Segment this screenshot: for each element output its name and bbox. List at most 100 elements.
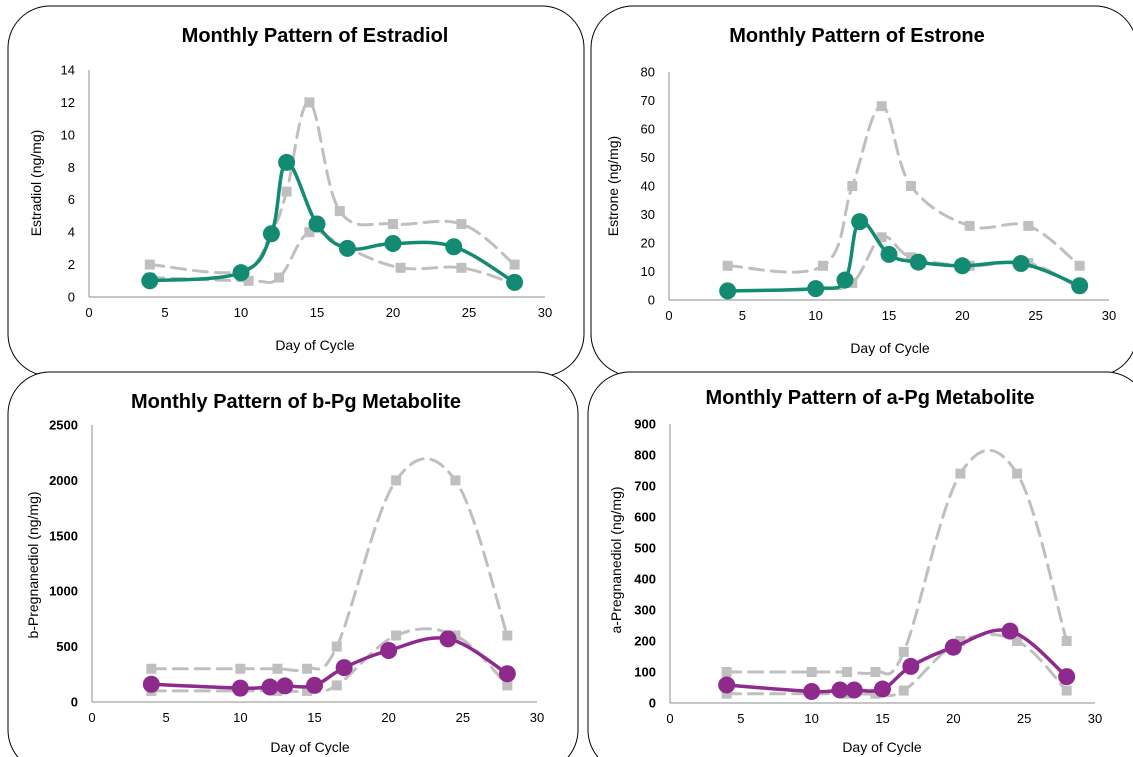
main-series-point xyxy=(445,238,463,256)
y-tick-label: 800 xyxy=(634,448,656,463)
y-tick-label: 0 xyxy=(68,290,75,305)
x-tick-label: 5 xyxy=(163,710,170,725)
main-series-point xyxy=(308,215,326,233)
range-low-series-marker xyxy=(274,272,284,283)
y-tick-label: 200 xyxy=(634,634,656,649)
y-tick-label: 2000 xyxy=(49,473,78,488)
y-tick-label: 100 xyxy=(634,665,656,680)
y-tick-label: 60 xyxy=(641,122,655,137)
range-low-series-marker xyxy=(1061,685,1072,696)
y-tick-label: 4 xyxy=(68,225,75,240)
chart-title: Monthly Pattern of b-Pg Metabolite xyxy=(131,391,461,413)
range-low-series-marker xyxy=(331,680,342,691)
x-tick-label: 0 xyxy=(88,710,95,725)
main-series-point xyxy=(909,253,927,271)
range-low-series-marker xyxy=(955,636,966,646)
tick-labels: 0 500 1000 1500 2000 2500 0 5 10 15 20 25 30 xyxy=(49,418,544,726)
main-series-point xyxy=(803,683,821,701)
x-axis-label: Day of Cycle xyxy=(270,739,350,755)
range-low-series-marker xyxy=(906,252,916,263)
x-axis-label: Day of Cycle xyxy=(850,340,930,356)
tick-labels: 0 10 20 30 40 50 60 70 80 0 5 10 15 20 25 30 xyxy=(641,65,1117,324)
main-series-point xyxy=(141,272,159,290)
main-series-point xyxy=(384,234,402,252)
y-tick-label: 10 xyxy=(641,264,655,279)
range-high-series-marker xyxy=(235,663,246,674)
y-axis-label: Estradiol (ng/mg) xyxy=(28,130,44,237)
y-tick-label: 0 xyxy=(648,293,655,308)
range-high-series-marker xyxy=(842,667,853,677)
y-tick-label: 400 xyxy=(634,572,656,587)
x-tick-label: 20 xyxy=(955,308,969,323)
range-high-series-marker xyxy=(281,186,292,197)
main-series-point xyxy=(807,280,825,298)
main-series-point xyxy=(261,678,279,696)
range-high-series-marker xyxy=(1012,468,1023,479)
estradiol-chart-panel: Monthly Pattern of Estradiol Day of Cycl… xyxy=(0,0,585,378)
x-tick-label: 10 xyxy=(233,710,247,725)
x-tick-label: 15 xyxy=(307,710,321,725)
estrone-chart-panel: Monthly Pattern of Estrone Day of Cycle … xyxy=(587,0,1133,378)
y-tick-label: 1000 xyxy=(49,584,78,599)
range-low-series-marker xyxy=(243,275,254,286)
plot-area xyxy=(91,425,537,703)
y-tick-label: 8 xyxy=(68,160,75,175)
x-tick-label: 20 xyxy=(946,711,960,726)
range-low-series-marker xyxy=(1012,636,1023,646)
range-high-series-marker xyxy=(955,468,966,479)
range-high-series-marker xyxy=(1061,636,1072,646)
y-tick-label: 40 xyxy=(641,179,655,194)
x-tick-label: 30 xyxy=(1102,308,1116,323)
a-pg-chart: Monthly Pattern of a-Pg Metabolite Day o… xyxy=(587,371,1133,757)
x-tick-label: 15 xyxy=(310,305,324,320)
plot-area xyxy=(669,424,1095,704)
estrone-chart: Monthly Pattern of Estrone Day of Cycle … xyxy=(590,5,1133,377)
range-high-series-marker xyxy=(144,259,155,270)
range-high-series-line xyxy=(148,100,517,275)
x-tick-label: 25 xyxy=(1028,308,1042,323)
range-low-series-marker xyxy=(391,630,402,641)
x-tick-label: 25 xyxy=(1017,711,1031,726)
x-tick-label: 20 xyxy=(381,710,395,725)
main-series-point xyxy=(142,675,160,693)
x-tick-label: 10 xyxy=(804,711,818,726)
range-high-series-marker xyxy=(272,663,283,674)
main-series-point xyxy=(231,679,249,697)
estradiol-chart: Monthly Pattern of Estradiol Day of Cycl… xyxy=(7,5,585,377)
main-series-point xyxy=(902,657,920,675)
main-series-point xyxy=(836,271,854,289)
y-tick-label: 2500 xyxy=(49,418,78,433)
x-tick-label: 30 xyxy=(1088,711,1102,726)
main-series-point xyxy=(262,225,280,243)
main-series-point xyxy=(831,681,849,699)
main-series-point xyxy=(232,264,250,282)
y-tick-label: 1500 xyxy=(49,528,78,543)
x-tick-label: 30 xyxy=(538,305,552,320)
x-tick-label: 30 xyxy=(530,710,544,725)
range-high-series-marker xyxy=(1023,220,1034,231)
x-tick-label: 0 xyxy=(85,305,92,320)
main-series-point xyxy=(719,282,737,300)
main-series-point xyxy=(506,273,524,291)
main-series-point xyxy=(880,245,898,263)
range-high-series-marker xyxy=(304,97,315,108)
main-series-point xyxy=(276,677,294,695)
main-series-point xyxy=(498,665,516,683)
main-series-point xyxy=(953,257,971,275)
range-high-series-marker xyxy=(456,219,467,230)
y-tick-label: 6 xyxy=(68,192,75,207)
main-series-point xyxy=(874,680,891,698)
main-series-point xyxy=(845,681,863,699)
x-axis-label: Day of Cycle xyxy=(275,337,355,353)
b-pg-chart-panel: Monthly Pattern of b-Pg Metabolite Day o… xyxy=(0,371,579,757)
main-series-point xyxy=(335,659,353,677)
y-tick-label: 12 xyxy=(61,95,75,110)
y-tick-label: 20 xyxy=(641,236,655,251)
x-tick-label: 20 xyxy=(386,305,400,320)
main-series-point xyxy=(718,676,736,694)
range-low-series-marker xyxy=(876,232,887,243)
range-high-series-marker xyxy=(870,667,881,677)
y-tick-label: 2 xyxy=(68,257,75,272)
range-high-series-marker xyxy=(876,101,887,112)
y-tick-label: 500 xyxy=(634,541,656,556)
